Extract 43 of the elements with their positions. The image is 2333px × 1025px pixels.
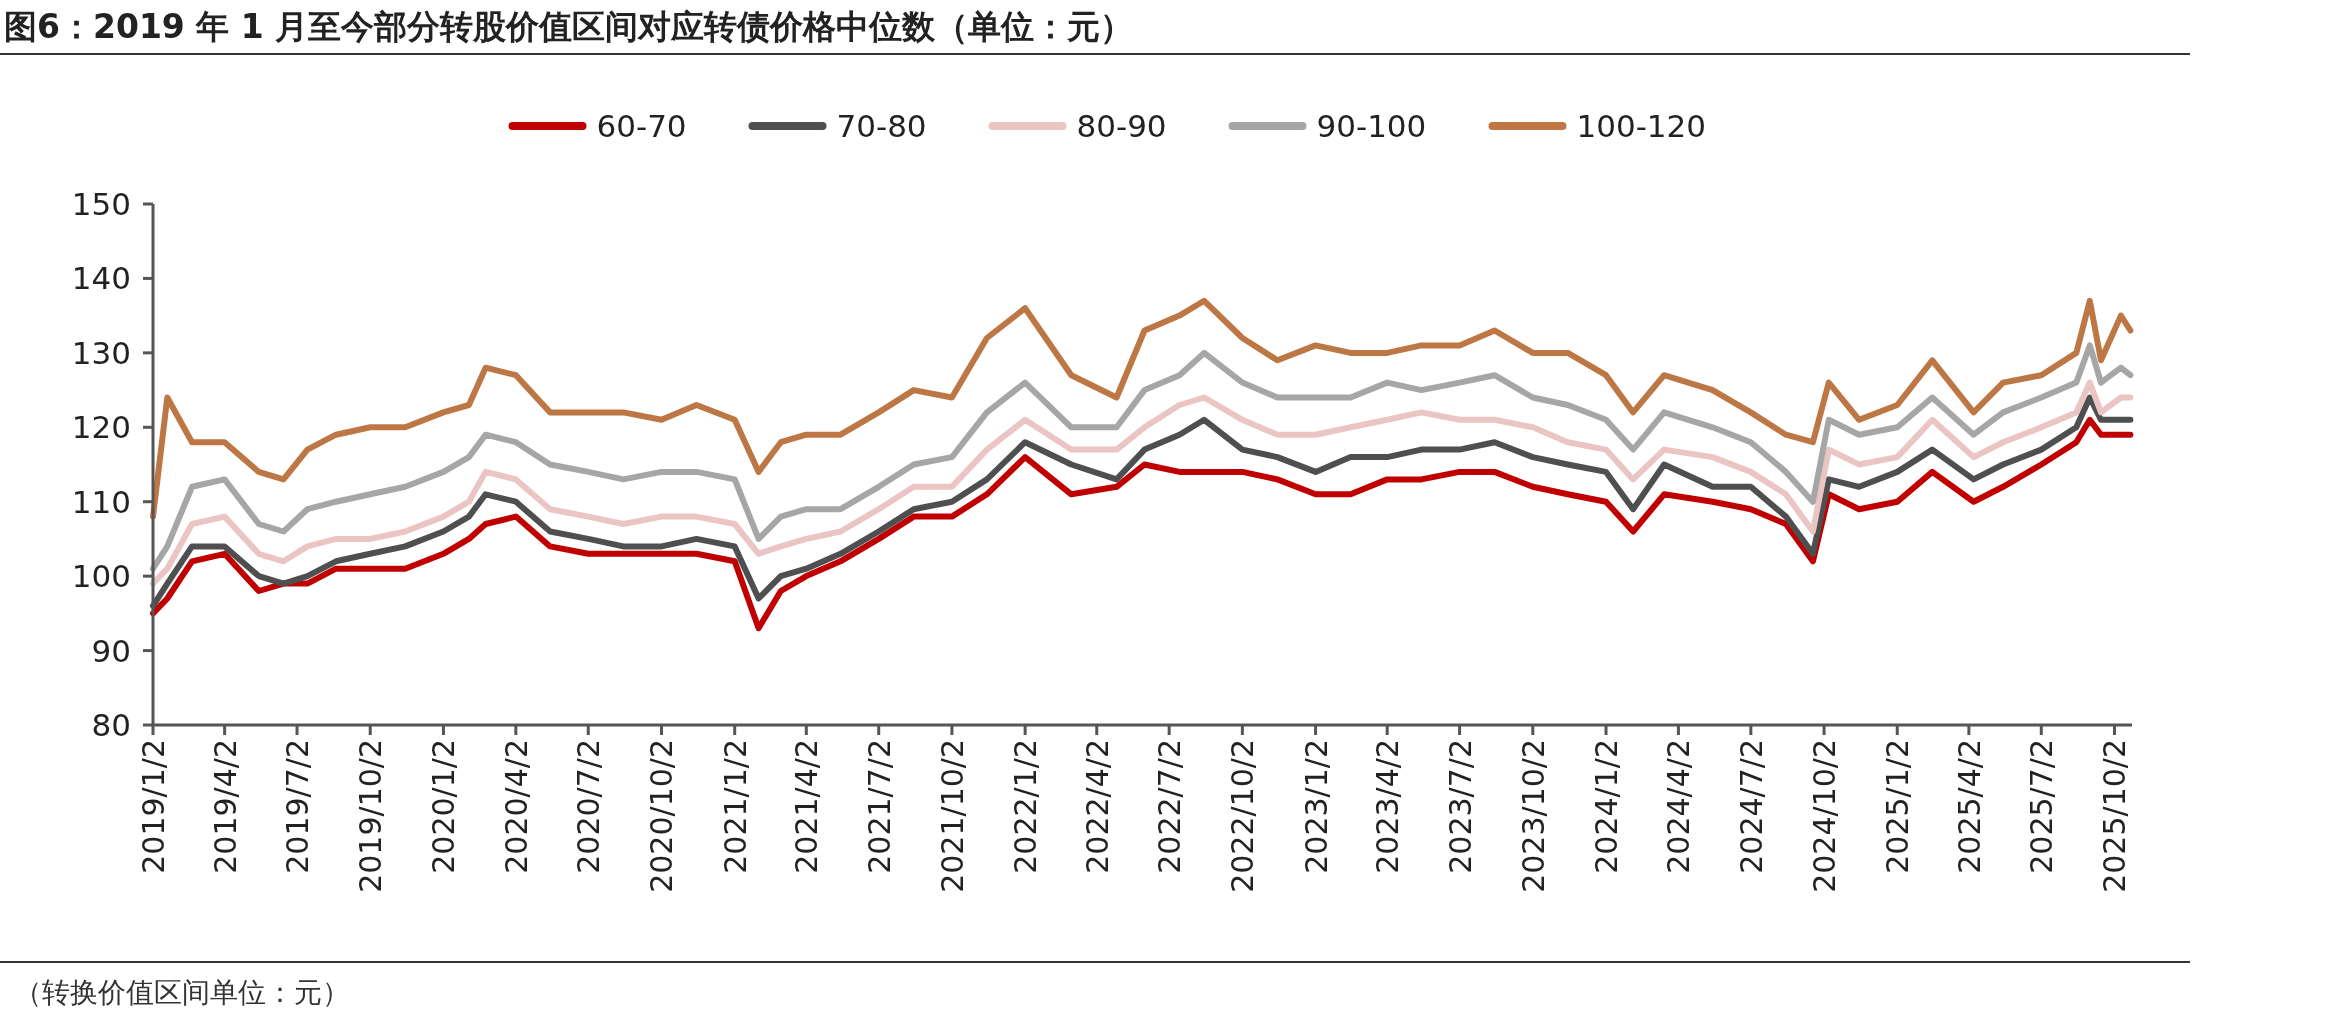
x-tick-label: 2023/7/2 — [1442, 739, 1478, 874]
x-tick-label: 2023/1/2 — [1298, 739, 1334, 874]
legend-label: 80-90 — [1076, 108, 1167, 144]
x-tick-label: 2021/10/2 — [934, 739, 970, 893]
x-tick-label: 2025/10/2 — [2097, 739, 2133, 893]
y-tick-label: 150 — [71, 186, 131, 222]
y-tick-label: 80 — [91, 707, 131, 743]
chart-title: 图6：2019 年 1 月至今部分转股价值区间对应转债价格中位数（单位：元） — [4, 7, 1134, 46]
y-tick-label: 100 — [71, 558, 131, 595]
x-tick-label: 2024/4/2 — [1661, 739, 1697, 874]
x-tick-label: 2019/1/2 — [136, 739, 171, 874]
legend-label: 60-70 — [596, 108, 687, 144]
legend-label: 90-100 — [1316, 108, 1427, 144]
y-tick-label: 90 — [91, 632, 131, 669]
y-tick-label: 140 — [71, 260, 131, 297]
x-tick-label: 2025/1/2 — [1880, 739, 1916, 874]
legend-label: 100-120 — [1576, 108, 1707, 144]
x-tick-label: 2025/4/2 — [1951, 739, 1987, 874]
x-tick-label: 2023/4/2 — [1370, 739, 1406, 874]
x-tick-label: 2022/7/2 — [1152, 739, 1188, 874]
x-tick-label: 2021/7/2 — [861, 739, 897, 874]
x-tick-label: 2024/1/2 — [1589, 739, 1625, 874]
x-tick-label: 2020/10/2 — [644, 739, 680, 893]
x-tick-label: 2022/1/2 — [1008, 739, 1044, 874]
x-tick-label: 2020/7/2 — [571, 739, 607, 874]
x-tick-label: 2022/4/2 — [1079, 739, 1115, 874]
x-tick-label: 2021/1/2 — [717, 739, 753, 874]
legend-label: 70-80 — [836, 108, 927, 144]
y-tick-label: 120 — [71, 409, 131, 446]
x-tick-label: 2019/10/2 — [353, 739, 389, 893]
x-tick-label: 2019/4/2 — [207, 739, 243, 874]
x-tick-label: 2022/10/2 — [1225, 739, 1261, 893]
y-tick-label: 130 — [71, 334, 131, 371]
x-tick-label: 2025/7/2 — [2024, 739, 2060, 874]
x-tick-label: 2024/10/2 — [1807, 739, 1843, 893]
text: （转换价值区间单位：元） — [14, 976, 350, 1009]
x-tick-label: 2024/7/2 — [1733, 739, 1769, 874]
x-tick-label: 2023/10/2 — [1515, 739, 1551, 893]
x-tick-label: 2020/1/2 — [426, 739, 462, 874]
y-tick-label: 110 — [71, 483, 131, 520]
x-tick-label: 2019/7/2 — [280, 739, 316, 874]
x-tick-label: 2021/4/2 — [789, 739, 825, 874]
x-tick-label: 2020/4/2 — [498, 739, 534, 874]
